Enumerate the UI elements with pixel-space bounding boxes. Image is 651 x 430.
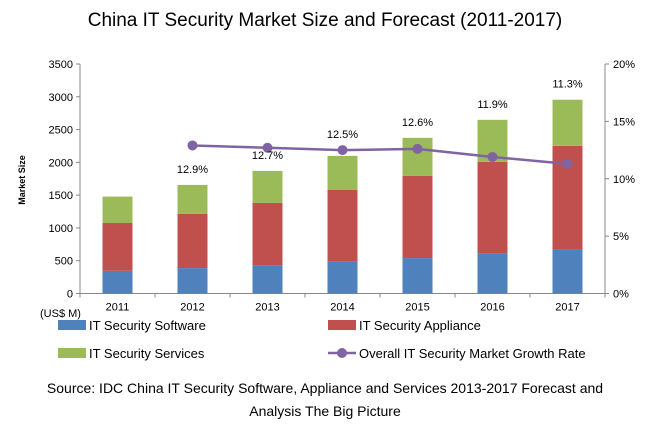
- source-line-1: Source: IDC China IT Security Software, …: [47, 380, 603, 396]
- bar-it-security-services: [177, 184, 208, 214]
- bar-it-security-software: [177, 268, 208, 294]
- bar-it-security-services: [402, 137, 433, 176]
- y2-tick-label: 20%: [613, 59, 635, 71]
- y-tick-label: 2500: [49, 125, 73, 137]
- y-tick-label: 1500: [49, 190, 73, 202]
- y-tick-label: 3000: [49, 92, 73, 104]
- chart-title: China IT Security Market Size and Foreca…: [88, 10, 563, 31]
- growth-rate-point: [412, 143, 423, 154]
- growth-rate-point: [262, 142, 273, 153]
- legend-label: IT Security Software: [89, 318, 206, 333]
- y-tick-label: 3500: [49, 59, 73, 71]
- x-tick-label: 2013: [255, 302, 279, 314]
- growth-rate-line: [192, 144, 568, 166]
- bar-it-security-software: [252, 265, 283, 294]
- bar-it-security-software: [102, 270, 133, 294]
- bar-it-security-software: [402, 258, 433, 294]
- y-tick-label: 2000: [49, 157, 73, 169]
- bar-it-security-services: [102, 196, 133, 224]
- bar-it-security-appliance: [177, 213, 208, 269]
- legend-swatch: [58, 320, 86, 330]
- y2-tick-label: 0%: [613, 289, 629, 301]
- growth-rate-point: [562, 158, 573, 169]
- y-tick-label: 0: [67, 289, 73, 301]
- bar-it-security-appliance: [402, 175, 433, 259]
- source-line-2: Analysis The Big Picture: [249, 403, 401, 419]
- y-axis-label: Market Size: [17, 155, 27, 205]
- legend-swatch: [58, 348, 86, 358]
- bar-it-security-appliance: [252, 202, 283, 266]
- growth-rate-label: 12.6%: [402, 117, 433, 129]
- legend-label: IT Security Services: [89, 346, 205, 361]
- growth-rate-label: 11.3%: [552, 79, 583, 91]
- bar-it-security-software: [552, 249, 583, 294]
- bar-it-security-services: [252, 170, 283, 203]
- growth-rate-label: 12.7%: [252, 150, 283, 162]
- growth-rate-point: [337, 145, 348, 156]
- growth-rate-label: 12.9%: [177, 164, 208, 176]
- x-tick-label: 2015: [405, 302, 429, 314]
- x-tick-label: 2014: [330, 302, 354, 314]
- y2-tick-label: 5%: [613, 231, 629, 243]
- y-axis-unit: (US$ M): [40, 308, 81, 320]
- bar-it-security-software: [477, 253, 508, 294]
- y-tick-label: 500: [55, 256, 73, 268]
- x-tick-label: 2011: [106, 302, 130, 314]
- bar-it-security-services: [552, 99, 583, 146]
- growth-rate-point: [487, 151, 498, 162]
- legend-label: Overall IT Security Market Growth Rate: [359, 346, 586, 361]
- x-tick-label: 2016: [480, 302, 504, 314]
- y-tick-label: 1000: [49, 223, 73, 235]
- x-tick-label: 2017: [555, 302, 579, 314]
- bar-it-security-software: [327, 261, 358, 294]
- legend-label: IT Security Appliance: [359, 318, 481, 333]
- legend-swatch: [328, 320, 356, 330]
- growth-rate-label: 12.5%: [327, 129, 358, 141]
- bar-it-security-appliance: [102, 223, 133, 271]
- legend-line-marker: [337, 348, 347, 358]
- y2-tick-label: 15%: [613, 116, 635, 128]
- x-tick-label: 2012: [180, 302, 204, 314]
- growth-rate-point: [187, 140, 198, 151]
- bar-it-security-appliance: [327, 189, 358, 262]
- bar-it-security-services: [327, 155, 358, 190]
- bar-it-security-appliance: [477, 161, 508, 254]
- y2-tick-label: 10%: [613, 174, 635, 186]
- growth-rate-label: 11.9%: [477, 99, 508, 111]
